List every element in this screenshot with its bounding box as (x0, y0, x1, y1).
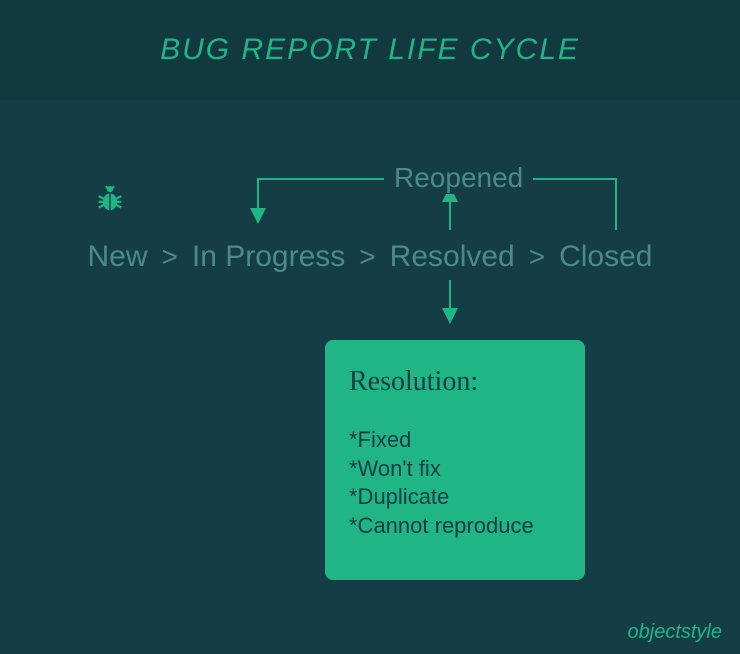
state-new: New (88, 240, 148, 274)
resolution-box: Resolution: *Fixed *Won't fix *Duplicate… (325, 340, 585, 580)
state-in-progress: In Progress (192, 240, 345, 274)
header: BUG REPORT LIFE CYCLE (0, 0, 740, 100)
state-closed: Closed (559, 240, 652, 274)
flow-separator: > (359, 241, 375, 273)
resolution-item: *Won't fix (349, 455, 561, 484)
diagram-canvas: Reopened New > In Progress > Resolved > … (0, 100, 740, 654)
flow-separator: > (529, 241, 545, 273)
resolution-item: *Cannot reproduce (349, 512, 561, 541)
reopened-label: Reopened (384, 162, 533, 194)
page-title: BUG REPORT LIFE CYCLE (160, 33, 580, 67)
state-resolved: Resolved (390, 240, 515, 274)
resolution-item: *Fixed (349, 426, 561, 455)
footer-brand: objectstyle (628, 621, 723, 644)
bug-icon (93, 182, 127, 224)
resolution-item: *Duplicate (349, 483, 561, 512)
state-flow: New > In Progress > Resolved > Closed (0, 240, 740, 274)
flow-separator: > (162, 241, 178, 273)
resolution-title: Resolution: (349, 366, 561, 398)
